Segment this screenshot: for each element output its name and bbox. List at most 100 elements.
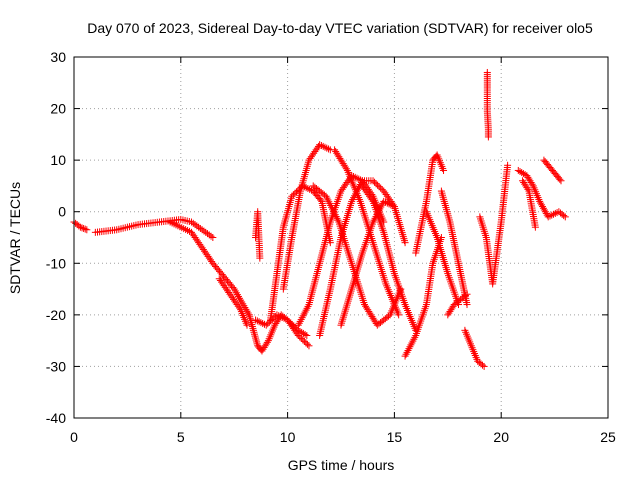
data-point (249, 326, 257, 334)
y-tick-labels: 30 20 10 0 -10 -20 -30 -40 (46, 49, 66, 426)
data-point (207, 232, 215, 240)
data-point (531, 223, 539, 231)
data-point (196, 224, 204, 232)
data-point (296, 333, 304, 341)
data-point (209, 234, 217, 241)
data-point (243, 321, 251, 329)
data-point (372, 180, 380, 188)
data-point (275, 312, 283, 320)
axis-ticks (73, 56, 609, 419)
data-point (321, 143, 329, 151)
data-point (544, 213, 552, 221)
chart-title: Day 070 of 2023, Sidereal Day-to-day VTE… (87, 20, 593, 36)
x-axis-label: GPS time / hours (288, 457, 395, 473)
data-point (202, 228, 210, 236)
data-point (351, 173, 359, 181)
y-tick-label: -40 (46, 410, 66, 426)
data-point (463, 290, 471, 298)
data-point (550, 210, 558, 218)
data-point (235, 304, 243, 312)
y-tick-label: 30 (50, 49, 66, 65)
data-point (303, 340, 311, 348)
data-point (76, 223, 84, 231)
data-point (306, 185, 314, 193)
data-point (249, 324, 257, 332)
x-tick-label: 5 (177, 429, 185, 445)
data-point (548, 211, 556, 219)
data-point (557, 177, 565, 185)
data-point (80, 224, 88, 232)
data-point (248, 322, 256, 330)
data-point (268, 315, 276, 323)
data-point (546, 212, 554, 220)
x-tick-label: 25 (600, 429, 616, 445)
data-points (70, 68, 569, 370)
data-point (297, 334, 305, 342)
data-point (189, 219, 197, 227)
x-tick-label: 10 (280, 429, 296, 445)
data-point (255, 318, 263, 326)
data-point (342, 165, 350, 173)
data-point (375, 183, 383, 191)
data-point (251, 332, 259, 340)
y-tick-label: 20 (50, 101, 66, 117)
data-point (81, 225, 89, 233)
data-point (191, 221, 199, 229)
data-point (355, 175, 363, 183)
data-point (253, 317, 261, 325)
data-point (561, 213, 569, 221)
data-point (319, 142, 327, 150)
data-point (78, 224, 86, 232)
data-point (371, 178, 379, 186)
data-point (198, 226, 206, 234)
data-point (304, 185, 312, 193)
data-point (440, 166, 448, 174)
data-point (353, 174, 361, 182)
data-point (257, 319, 265, 327)
y-tick-label: -30 (46, 358, 66, 374)
data-point (256, 254, 264, 262)
data-point (260, 320, 268, 328)
data-point (395, 311, 403, 319)
data-point (250, 328, 258, 336)
data-point (204, 230, 211, 238)
data-point (250, 330, 258, 338)
data-point (195, 223, 203, 231)
data-point (200, 227, 208, 235)
data-point (288, 192, 296, 200)
x-tick-label: 20 (493, 429, 509, 445)
data-point (187, 218, 195, 226)
data-point (278, 313, 286, 321)
data-point (280, 314, 288, 322)
y-tick-label: -20 (46, 307, 66, 323)
data-point (369, 177, 377, 185)
data-point (461, 292, 469, 300)
x-tick-label: 0 (70, 429, 78, 445)
data-point (383, 199, 391, 207)
data-point (299, 336, 307, 344)
data-point (262, 321, 270, 329)
data-point (193, 222, 201, 230)
data-point (377, 184, 385, 192)
data-point (302, 184, 310, 192)
data-point (263, 338, 271, 346)
data-point (294, 331, 302, 339)
data-point (504, 161, 512, 169)
data-point (323, 144, 331, 152)
data-point (401, 239, 409, 247)
data-point (305, 342, 313, 350)
data-point (524, 185, 532, 193)
data-point (300, 337, 308, 345)
data-point (528, 180, 536, 188)
data-point (303, 331, 311, 339)
data-point (382, 198, 389, 206)
data-point (560, 212, 568, 220)
y-tick-label: 10 (50, 152, 66, 168)
data-point (484, 133, 492, 141)
data-point (368, 196, 376, 204)
grid-lines (74, 57, 608, 418)
data-point (264, 320, 272, 328)
data-point (83, 226, 91, 234)
data-point (480, 362, 488, 370)
